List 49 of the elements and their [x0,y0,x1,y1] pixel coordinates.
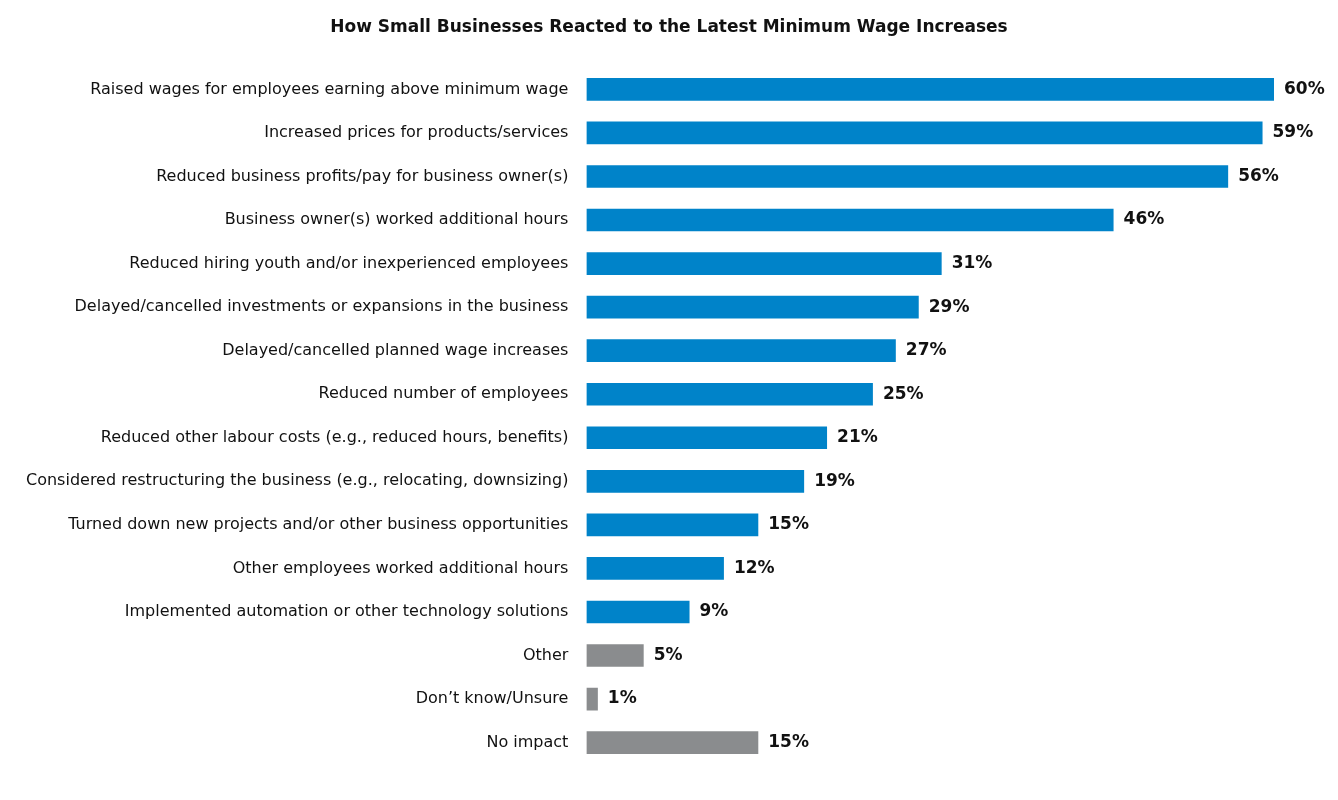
y-tick-label: Reduced business profits/pay for business owner(s) [156,165,569,185]
data-label: 27% [905,339,947,360]
bar [586,165,1229,188]
data-label: 29% [928,295,970,316]
data-label: 21% [837,426,878,447]
bar [586,339,896,362]
bar [586,557,724,580]
data-label: 19% [814,469,855,490]
y-tick-label: Delayed/cancelled investments or expansions in the business [74,296,569,316]
bar [586,78,1274,101]
bar [586,687,598,711]
data-label: 9% [699,600,729,621]
y-tick-label: Increased prices for products/services [264,122,569,142]
data-label: 31% [951,252,993,272]
data-label: 12% [733,556,775,577]
bar [586,513,759,537]
data-label: 25% [882,382,924,403]
bar [586,121,1263,145]
y-tick-label: Turned down new projects and/or other business opportunities [67,514,569,534]
bar [586,295,919,319]
data-label: 5% [653,643,683,664]
bar [586,470,805,493]
data-label: 46% [1123,208,1165,229]
data-label: 15% [768,731,809,752]
y-tick-label: Considered restructuring the business (e.g., relocating, downsizing) [26,470,569,490]
bar [586,426,828,450]
data-label: 56% [1238,164,1279,185]
y-tick-label: Raised wages for employees earning above minimum wage [90,78,569,98]
bar [586,600,690,624]
bar [586,252,942,275]
y-tick-label: Reduced number of employees [318,383,569,403]
data-label: 60% [1284,77,1325,98]
data-label: 15% [768,513,809,534]
bar [586,208,1114,232]
y-tick-label: Implemented automation or other technology solutions [124,601,569,621]
y-tick-label: Other [522,644,569,664]
bar [586,644,644,667]
y-tick-label: Don’t know/Unsure [415,688,569,708]
y-tick-label: Other employees worked additional hours [232,557,569,577]
bar [586,382,873,406]
y-tick-label: Reduced other labour costs (e.g., reduced hours, benefits) [100,426,569,446]
data-label: 59% [1272,121,1314,142]
y-tick-label: Delayed/cancelled planned wage increases [222,339,569,359]
data-label: 1% [607,687,637,708]
chart-title: How Small Businesses Reacted to the Latest Minimum Wage Increases [329,16,1009,38]
y-tick-label: Reduced hiring youth and/or inexperienced employees [129,252,569,272]
y-tick-label: Business owner(s) worked additional hours [224,209,569,229]
y-tick-label: No impact [486,731,569,751]
bar [586,731,759,754]
